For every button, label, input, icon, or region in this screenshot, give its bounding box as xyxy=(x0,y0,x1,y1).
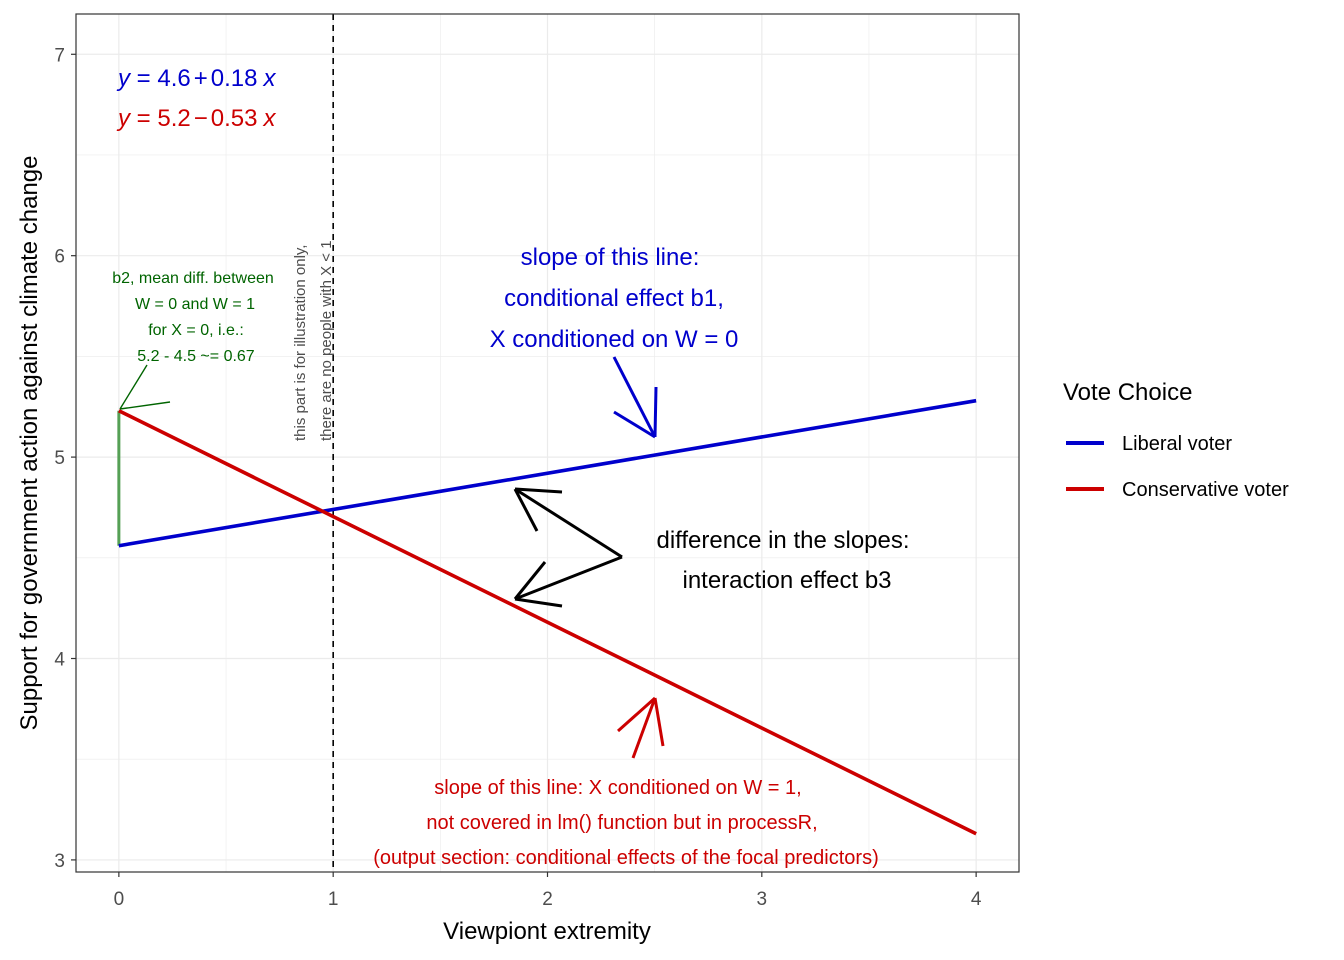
y-tick-label: 4 xyxy=(54,650,65,671)
b1-annotation-line: slope of this line: xyxy=(521,244,700,271)
b2-annotation-line: W = 0 and W = 1 xyxy=(135,296,255,313)
b3-arrows xyxy=(513,487,623,608)
b2-annotation: b2, mean diff. between W = 0 and W = 1 f… xyxy=(112,270,274,365)
x-tick-label: 1 xyxy=(328,889,339,910)
b3-annotation-line: interaction effect b3 xyxy=(682,567,891,594)
y-tick-label: 3 xyxy=(54,851,65,872)
plot-marks xyxy=(117,14,977,872)
legend-title: Vote Choice xyxy=(1063,379,1192,406)
y-tick-label: 5 xyxy=(54,448,65,469)
x-tick-label: 3 xyxy=(757,889,768,910)
x-tick-label: 0 xyxy=(114,889,125,910)
w1-annotation-line: (output section: conditional effects of … xyxy=(373,847,878,869)
b2-arrow xyxy=(119,364,171,410)
y-tick-label: 6 xyxy=(54,247,65,268)
vertical-note-line: this part is for illustration only, xyxy=(292,245,309,441)
equation-conservative: y = 5.2−0.53 x xyxy=(116,105,276,132)
b3-annotation: difference in the slopes: interaction ef… xyxy=(656,527,909,594)
y-axis-title: Support for government action against cl… xyxy=(16,155,43,730)
axis-ticks: 0 1 2 3 4 3 4 5 6 7 xyxy=(54,45,981,910)
b2-annotation-line: for X = 0, i.e.: xyxy=(148,322,244,339)
w1-annotation: slope of this line: X conditioned on W =… xyxy=(373,777,878,869)
legend-label-conservative: Conservative voter xyxy=(1122,479,1289,501)
legend: Vote Choice Liberal voter Conservative v… xyxy=(1063,379,1289,501)
x-tick-label: 4 xyxy=(971,889,982,910)
vertical-note-line: there are no people with X < 1 xyxy=(318,240,335,441)
w1-annotation-line: not covered in lm() function but in proc… xyxy=(426,812,817,834)
x-axis-title: Viewpiont extremity xyxy=(443,918,651,945)
legend-label-liberal: Liberal voter xyxy=(1122,433,1232,455)
equation-liberal: y = 4.6 +0.18 x xyxy=(116,65,276,92)
x-tick-label: 2 xyxy=(542,889,553,910)
b1-annotation: slope of this line: conditional effect b… xyxy=(490,244,739,353)
b1-annotation-line: conditional effect b1, xyxy=(504,285,724,312)
b1-annotation-line: X conditioned on W = 0 xyxy=(490,326,739,353)
vertical-note: this part is for illustration only, ther… xyxy=(292,240,335,441)
w1-annotation-line: slope of this line: X conditioned on W =… xyxy=(434,777,801,799)
b2-annotation-line: b2, mean diff. between xyxy=(112,270,274,287)
y-tick-label: 7 xyxy=(54,45,65,66)
w1-arrow xyxy=(617,696,665,759)
series-line-conservative xyxy=(118,409,977,836)
b3-annotation-line: difference in the slopes: xyxy=(656,527,909,554)
b2-annotation-line: 5.2 - 4.5 ~= 0.67 xyxy=(137,348,255,365)
b1-arrow xyxy=(612,356,658,439)
series-line-liberal xyxy=(118,398,977,548)
